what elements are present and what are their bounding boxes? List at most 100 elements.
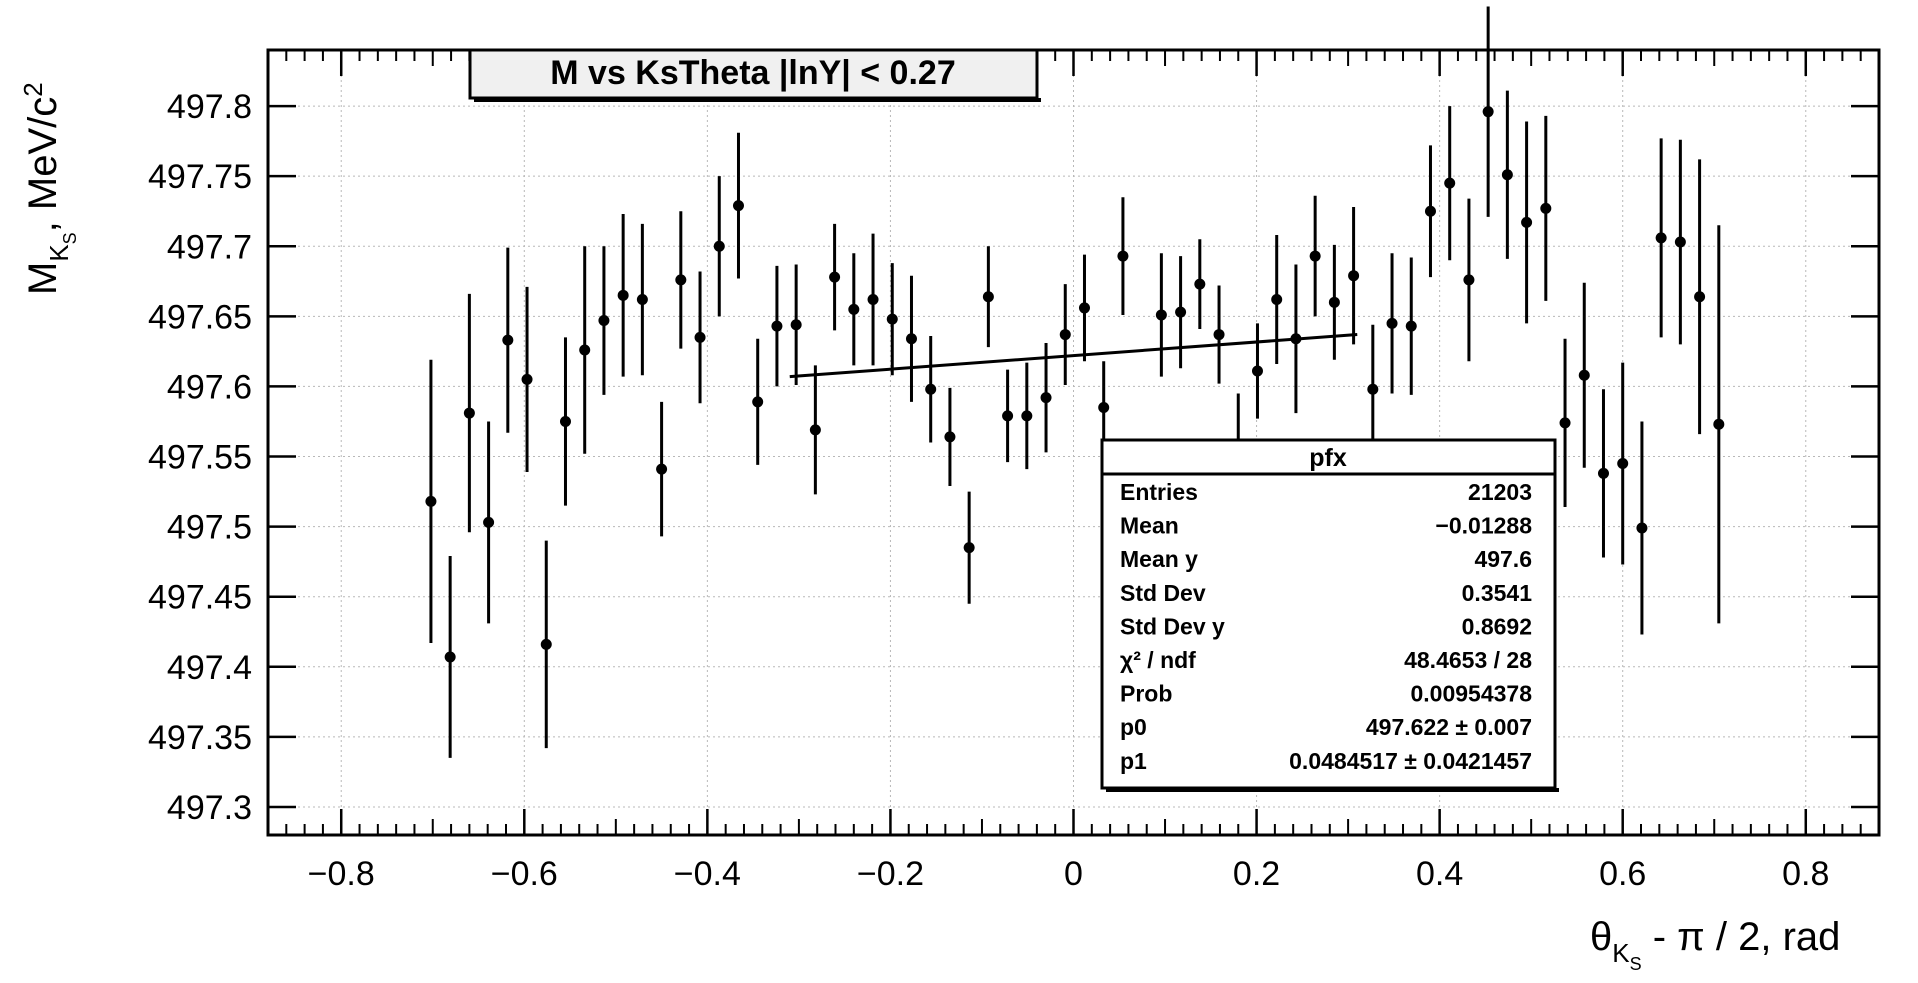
data-point	[1540, 202, 1552, 214]
data-point	[1213, 329, 1225, 341]
data-point	[1463, 274, 1475, 286]
data-point	[1386, 317, 1398, 329]
stats-title: pfx	[1309, 444, 1347, 472]
data-point	[771, 320, 783, 332]
data-point	[713, 240, 725, 252]
data-point	[425, 495, 437, 507]
data-point	[1597, 467, 1609, 479]
data-point	[867, 294, 879, 306]
stats-row-label: Std Dev y	[1120, 613, 1225, 639]
data-point	[809, 424, 821, 436]
data-point	[502, 334, 514, 346]
fit-line	[789, 333, 1358, 379]
data-point	[1367, 383, 1379, 395]
data-point	[1482, 106, 1494, 118]
x-tick-label: −0.6	[491, 855, 558, 893]
stats-row-label: Std Dev	[1120, 580, 1206, 606]
x-tick-label: 0.2	[1233, 855, 1280, 893]
x-tick-label: 0	[1064, 855, 1083, 893]
stats-row-value: 0.8692	[1462, 613, 1532, 639]
data-point	[1290, 333, 1302, 345]
x-axis-label: θKS - π / 2, rad	[1590, 915, 1840, 974]
data-point	[1271, 294, 1283, 306]
y-tick-label: 497.4	[167, 649, 252, 687]
stats-row-label: Prob	[1120, 681, 1172, 707]
grid-lines	[268, 50, 1879, 835]
stats-row-value: 497.6	[1474, 546, 1532, 572]
data-points	[425, 6, 1725, 758]
tick-labels: −0.8 −0.6 −0.4 −0.2 0 0.2 0.4 0.6 0.8 497.3 497.35…	[148, 88, 1829, 893]
stats-row-value: −0.01288	[1435, 513, 1532, 539]
data-point	[483, 516, 495, 528]
y-tick-label: 497.55	[148, 439, 252, 477]
x-tick-label: −0.2	[857, 855, 924, 893]
data-point	[598, 315, 610, 327]
data-point	[656, 463, 668, 475]
x-tick-label: 0.8	[1782, 855, 1829, 893]
data-point	[521, 373, 533, 385]
data-point	[1251, 365, 1263, 377]
y-tick-label: 497.7	[167, 228, 252, 266]
data-point	[1655, 232, 1667, 244]
data-point	[1617, 458, 1629, 470]
x-tick-label: −0.4	[674, 855, 741, 893]
data-point	[1021, 410, 1033, 422]
data-point	[1328, 296, 1340, 308]
stats-rows: Entries 21203 Mean −0.01288 Mean y 497.6 Std D…	[1120, 479, 1532, 774]
stats-row-value: 0.00954378	[1410, 681, 1532, 707]
stats-row-label: p1	[1120, 748, 1147, 774]
stats-box: pfx Entries 21203 Mean −0.01288 Mean y 497.6 S…	[1100, 438, 1559, 792]
data-point	[752, 396, 764, 408]
y-tick-label: 497.8	[167, 88, 252, 126]
stats-row-label: Entries	[1120, 479, 1198, 505]
y-tick-label: 497.3	[167, 789, 252, 827]
data-point	[1117, 250, 1129, 262]
title-box: M vs KsTheta |lnY| < 0.27	[468, 48, 1041, 102]
y-tick-label: 497.65	[148, 298, 252, 336]
data-point	[982, 291, 994, 303]
stats-row-value: 0.3541	[1462, 580, 1533, 606]
plot-frame	[266, 48, 1881, 837]
stats-row-label: p0	[1120, 714, 1147, 740]
data-point	[886, 313, 898, 325]
data-point	[1040, 392, 1052, 404]
data-point	[1405, 320, 1417, 332]
x-tick-label: 0.6	[1599, 855, 1646, 893]
data-point	[1694, 291, 1706, 303]
y-axis-label: MKS, MeV/c2	[18, 82, 80, 295]
y-tick-label: 497.45	[148, 579, 252, 617]
data-point	[1309, 250, 1321, 262]
y-tick-label: 497.5	[167, 509, 252, 547]
data-point	[925, 383, 937, 395]
data-point	[579, 344, 591, 356]
stats-row-value: 0.0484517 ± 0.0421457	[1289, 748, 1532, 774]
data-point	[1444, 177, 1456, 189]
data-point	[905, 333, 917, 345]
data-point	[1175, 306, 1187, 318]
y-tick-label: 497.35	[148, 719, 252, 757]
data-point	[1636, 522, 1648, 534]
data-point	[559, 415, 571, 427]
y-tick-label: 497.6	[167, 368, 252, 406]
x-tick-label: −0.8	[308, 855, 375, 893]
data-point	[1521, 216, 1533, 228]
data-point	[1674, 236, 1686, 248]
data-point	[444, 651, 456, 663]
data-point	[540, 638, 552, 650]
chart-title: M vs KsTheta |lnY| < 0.27	[550, 54, 955, 92]
stats-row-label: Mean y	[1120, 546, 1198, 572]
data-point	[694, 331, 706, 343]
data-point	[963, 542, 975, 554]
data-point	[675, 274, 687, 286]
data-point	[1713, 418, 1725, 430]
data-point	[848, 303, 860, 315]
data-point	[829, 271, 841, 283]
data-point	[732, 200, 744, 212]
data-point	[1098, 401, 1110, 413]
data-point	[1155, 309, 1167, 321]
data-point	[1002, 410, 1014, 422]
stats-row-label: χ² / ndf	[1120, 647, 1196, 673]
stats-row-value: 21203	[1468, 479, 1532, 505]
data-point	[790, 319, 802, 331]
